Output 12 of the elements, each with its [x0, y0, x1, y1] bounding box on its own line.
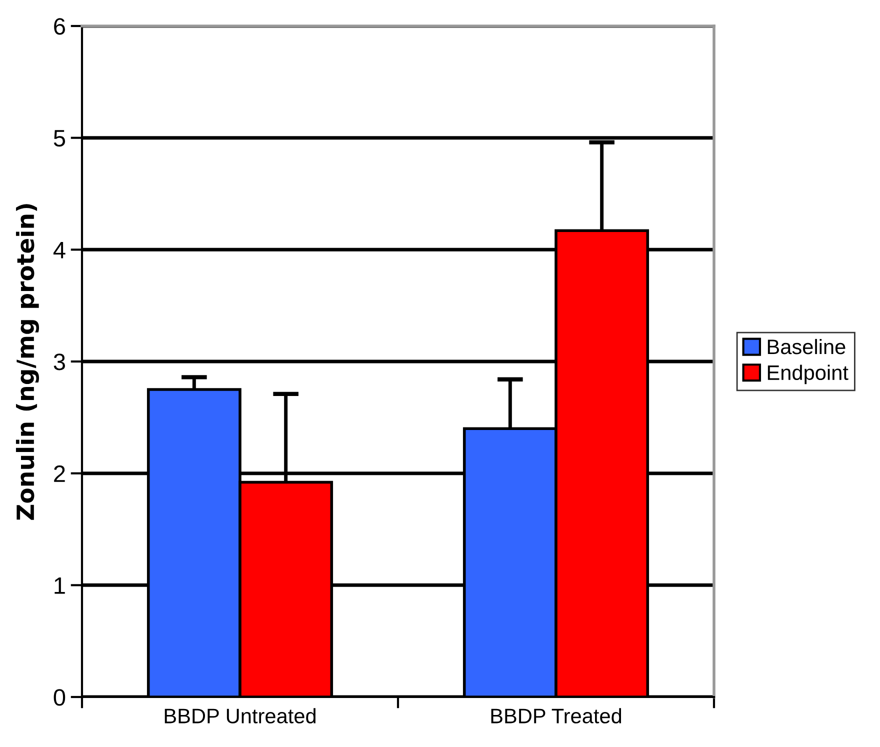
- legend-label: Endpoint: [768, 364, 848, 384]
- y-tick-label: 4: [53, 242, 66, 258]
- y-tick-label: 3: [54, 354, 65, 370]
- y-tick-label: 6: [54, 18, 65, 35]
- x-tick-label: BBDP Untreated: [164, 708, 316, 724]
- y-tick-label: 5: [54, 130, 66, 147]
- x-tick-label: BBDP Treated: [491, 708, 622, 724]
- y-tick-label: 2: [54, 465, 65, 482]
- y-axis-title: Zonulin (ng/mg protein): [16, 204, 40, 520]
- legend-label: Baseline: [768, 338, 846, 354]
- y-tick-label: 0: [54, 689, 66, 706]
- y-tick-label: 1: [54, 577, 65, 594]
